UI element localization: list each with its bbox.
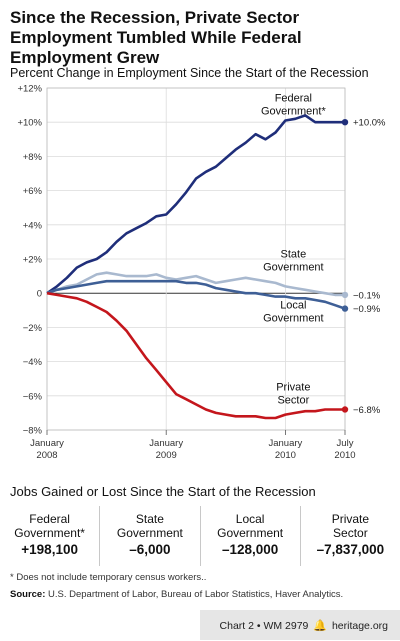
source-label: Source: (10, 589, 46, 600)
jobs-column-private: Private Sector –7,837,000 (301, 506, 400, 566)
y-tick-label: +8% (23, 152, 43, 163)
series-name-annotation: Federal Government* (261, 93, 327, 118)
grid-layer (46, 87, 346, 431)
x-tick-label: July (337, 438, 354, 449)
jobs-column-name: State (135, 512, 164, 526)
y-tick-label: +6% (23, 186, 43, 197)
axis-layer: +12%+10%+8%+6%+4%+2%0−2%−4%−6%−8%January… (17, 84, 355, 462)
y-tick-label: −4% (23, 357, 43, 368)
series-end-marker (341, 305, 349, 312)
jobs-table: Federal Government* +198,100 State Gover… (0, 506, 400, 566)
y-tick-label: +12% (17, 84, 42, 95)
series-line (46, 114, 345, 295)
x-tick-label: 2010 (275, 450, 296, 461)
series-name-annotation: State Government (263, 248, 324, 273)
y-tick-label: +2% (23, 255, 43, 266)
chart-subtitle: Percent Change in Employment Since the S… (10, 66, 369, 80)
y-tick-label: 0 (37, 289, 42, 300)
x-tick-label: January (149, 438, 183, 449)
jobs-column-value: +198,100 (21, 542, 78, 557)
jobs-column-state: State Government –6,000 (100, 506, 201, 566)
chart-title: Since the Recession, Private Sector Empl… (10, 8, 302, 67)
series-name-annotation: Private Sector (276, 382, 310, 407)
line-chart: +12%+10%+8%+6%+4%+2%0−2%−4%−6%−8%January… (17, 84, 386, 462)
y-tick-label: +4% (23, 220, 43, 231)
heritage-link[interactable]: heritage.org (331, 620, 388, 632)
y-tick-label: −2% (23, 323, 43, 334)
series-end-label: +10.0% (353, 118, 386, 129)
jobs-column-federal: Federal Government* +198,100 (0, 506, 101, 566)
series-line (46, 291, 345, 420)
x-tick-label: January (30, 438, 64, 449)
jobs-column-local: Local Government –128,000 (201, 506, 301, 566)
chart-credit: Chart 2 • WM 2979 (219, 620, 309, 632)
series-end-label: −0.9% (353, 304, 381, 315)
jobs-table-title: Jobs Gained or Lost Since the Start of t… (10, 484, 316, 499)
y-tick-label: −6% (23, 391, 43, 402)
jobs-column-name: Sector (333, 526, 368, 540)
label-layer: +10.0% −0.1% −0.9% −6.8% Federal Government* S… (261, 93, 386, 416)
jobs-column-name: Government (116, 526, 183, 540)
series-layer (46, 114, 349, 420)
jobs-column-value: –128,000 (221, 542, 279, 557)
series-end-marker (341, 291, 349, 299)
source-text: U.S. Department of Labor, Bureau of Labo… (48, 589, 344, 600)
jobs-column-name: Government* (14, 526, 85, 540)
jobs-column-name: Federal (29, 512, 70, 526)
series-line (46, 271, 345, 297)
series-end-label: −6.8% (353, 405, 381, 416)
x-tick-label: 2008 (36, 450, 57, 461)
footnote: * Does not include temporary census work… (10, 572, 207, 583)
liberty-bell-icon: 🔔 (313, 620, 328, 632)
series-line (46, 279, 346, 310)
series-end-marker (341, 406, 349, 413)
source-note: Source: U.S. Department of Labor, Bureau… (10, 589, 395, 600)
jobs-column-value: –6,000 (129, 542, 171, 557)
jobs-column-name: Local (235, 512, 265, 526)
x-tick-label: January (268, 438, 302, 449)
jobs-column-name: Private (331, 512, 370, 526)
series-name-annotation: Local Government (263, 300, 324, 325)
jobs-column-name: Government (217, 526, 284, 540)
series-end-marker (341, 119, 349, 126)
jobs-column-value: –7,837,000 (316, 542, 385, 557)
x-tick-label: 2009 (156, 450, 177, 461)
credit-bar: Chart 2 • WM 2979 🔔 heritage.org (200, 610, 400, 640)
series-end-label: −0.1% (353, 290, 381, 301)
y-tick-label: −8% (23, 426, 43, 437)
y-tick-label: +10% (17, 118, 42, 129)
plot-frame (46, 87, 346, 431)
x-tick-label: 2010 (334, 450, 355, 461)
